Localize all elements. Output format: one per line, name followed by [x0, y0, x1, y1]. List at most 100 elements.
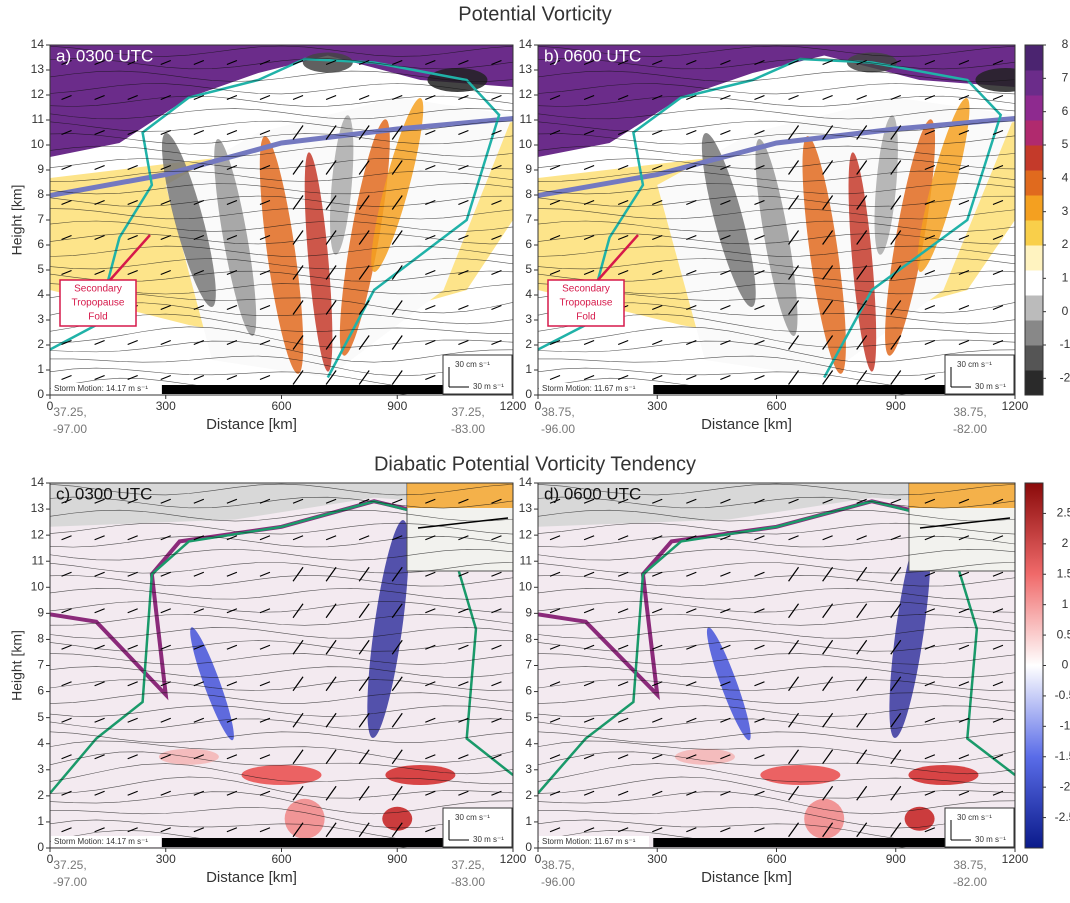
y-axis-label: Height [km]: [9, 630, 25, 701]
colorbar-tick-label: 2.5: [1057, 506, 1070, 520]
scale-u: 30 m s⁻¹: [975, 835, 1006, 844]
y-tick-label: 10: [519, 137, 533, 151]
y-tick-label: 6: [525, 237, 532, 251]
colorbar-tick-label: -1.5: [1055, 749, 1070, 763]
y-tick-label: 3: [37, 762, 44, 776]
y-tick-label: 0: [37, 387, 44, 401]
x-tick-label: 600: [271, 852, 291, 866]
colorbar-cell: [1025, 45, 1043, 71]
endpoint-coord: -97.00: [53, 875, 87, 889]
section-title: Diabatic Potential Vorticity Tendency: [374, 453, 696, 475]
y-tick-label: 6: [525, 684, 532, 698]
x-tick-label: 1200: [500, 399, 527, 413]
endpoint-coord: -83.00: [451, 422, 485, 436]
y-tick-label: 13: [519, 62, 533, 76]
y-axis-label: Height [km]: [9, 185, 25, 256]
field-blob: [427, 68, 487, 92]
y-tick-label: 7: [37, 658, 44, 672]
colorbar-tick-label: -2: [1060, 779, 1070, 793]
storm-bar: [162, 838, 455, 847]
endpoint-coord: 38.75,: [541, 858, 574, 872]
colorbar-cell: [1025, 345, 1043, 371]
y-tick-label: 14: [31, 37, 45, 51]
y-tick-label: 6: [37, 684, 44, 698]
scale-w: 30 cm s⁻¹: [455, 813, 490, 822]
y-tick-label: 9: [525, 606, 532, 620]
x-tick-label: 900: [387, 399, 407, 413]
y-tick-label: 12: [31, 527, 45, 541]
field-blob: [159, 749, 219, 765]
colorbar-tick-label: 7: [1062, 71, 1069, 85]
x-tick-label: 600: [766, 852, 786, 866]
colorbar-tick-label: 3: [1062, 204, 1069, 218]
colorbar-tick-label: -0.5: [1055, 688, 1070, 702]
panel-field: [538, 483, 1015, 852]
y-tick-label: 1: [37, 362, 44, 376]
y-tick-label: 4: [525, 287, 532, 301]
colorbar-cell: [1025, 220, 1043, 246]
y-tick-label: 14: [31, 475, 45, 489]
y-tick-label: 7: [525, 212, 532, 226]
x-tick-label: 1200: [1002, 399, 1029, 413]
x-tick-label: 900: [886, 852, 906, 866]
y-tick-label: 8: [37, 632, 44, 646]
colorbar-cell: [1025, 295, 1043, 321]
field-blob: [285, 799, 325, 839]
x-tick-label: 300: [156, 852, 176, 866]
x-tick-label: 600: [766, 399, 786, 413]
x-tick-label: 1200: [1002, 852, 1029, 866]
y-tick-label: 9: [525, 162, 532, 176]
endpoint-coord: 37.25,: [451, 858, 484, 872]
inset-field: [407, 483, 513, 508]
y-tick-label: 8: [525, 187, 532, 201]
x-axis-label: Distance [km]: [701, 869, 792, 886]
y-tick-label: 7: [525, 658, 532, 672]
y-tick-label: 12: [31, 87, 45, 101]
panel-field: [50, 45, 513, 399]
y-tick-label: 1: [37, 814, 44, 828]
storm-motion: Storm Motion: 14.17 m s⁻¹: [54, 384, 148, 393]
y-tick-label: 11: [32, 112, 45, 126]
annotation: Tropopause: [560, 298, 613, 309]
y-tick-label: 10: [31, 137, 45, 151]
y-tick-label: 5: [525, 710, 532, 724]
colorbar-tick-label: -1: [1060, 719, 1070, 733]
colorbar-tick-label: 2: [1062, 237, 1069, 251]
endpoint-coord: -96.00: [541, 422, 575, 436]
y-tick-label: 2: [37, 337, 44, 351]
endpoint-coord: 38.75,: [541, 405, 574, 419]
y-tick-label: 14: [519, 37, 533, 51]
y-tick-label: 12: [519, 87, 533, 101]
y-tick-label: 13: [31, 62, 45, 76]
y-tick-label: 11: [32, 553, 45, 567]
y-tick-label: 13: [31, 501, 45, 515]
panel-label: d) 0600 UTC: [544, 484, 641, 503]
x-tick-label: 1200: [500, 852, 527, 866]
storm-bar: [653, 838, 955, 847]
endpoint-coord: -97.00: [53, 422, 87, 436]
storm-motion: Storm Motion: 14.17 m s⁻¹: [54, 837, 148, 846]
y-tick-label: 10: [519, 579, 533, 593]
scale-u: 30 m s⁻¹: [975, 382, 1006, 391]
section-title: Potential Vorticity: [458, 3, 611, 25]
scale-w: 30 cm s⁻¹: [957, 813, 992, 822]
y-tick-label: 3: [525, 312, 532, 326]
x-axis-label: Distance [km]: [701, 416, 792, 433]
x-tick-label: 600: [271, 399, 291, 413]
y-tick-label: 8: [37, 187, 44, 201]
colorbar-cell: [1025, 370, 1043, 396]
endpoint-coord: 37.25,: [53, 858, 86, 872]
colorbar-tick-label: 0.5: [1057, 627, 1070, 641]
figure: Potential Vorticitya) 0300 UTC0300600900…: [0, 0, 1070, 903]
field-blob: [908, 765, 978, 785]
colorbar-cell: [1025, 270, 1043, 296]
endpoint-coord: 37.25,: [451, 405, 484, 419]
colorbar-cell: [1025, 145, 1043, 171]
y-tick-label: 12: [519, 527, 533, 541]
x-tick-label: 900: [886, 399, 906, 413]
colorbar-cell: [1025, 195, 1043, 221]
endpoint-coord: 38.75,: [953, 405, 986, 419]
y-tick-label: 0: [525, 840, 532, 854]
colorbar-tick-label: 6: [1062, 104, 1069, 118]
y-tick-label: 4: [37, 736, 44, 750]
